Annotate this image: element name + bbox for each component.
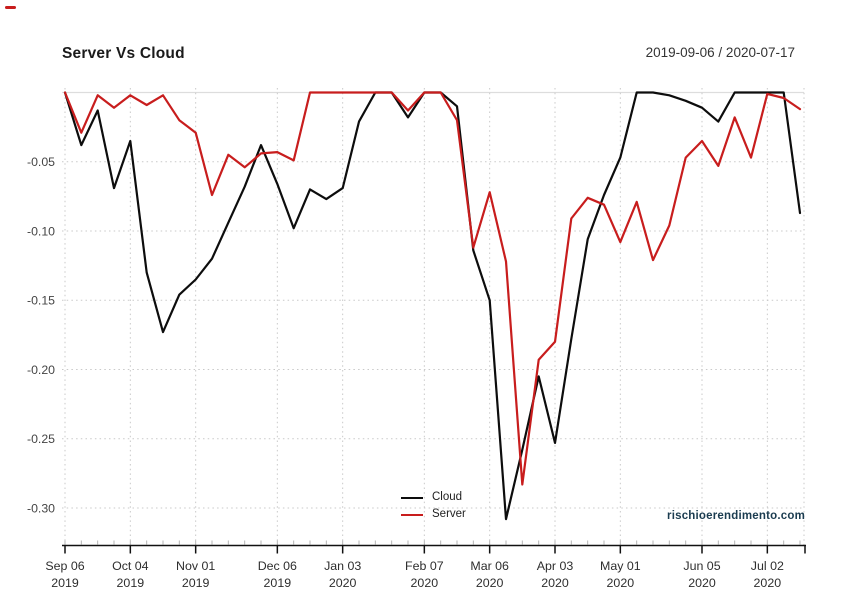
x-tick-year: 2020	[541, 576, 569, 590]
top-left-red-mark	[5, 6, 16, 9]
x-tick-month: Dec 06	[258, 559, 297, 573]
legend-label-cloud: Cloud	[432, 490, 463, 503]
y-axis-labels: -0.05 -0.10 -0.15 -0.20 -0.25 -0.30	[27, 155, 55, 515]
x-tick-month: Sep 06	[45, 559, 84, 573]
x-tick-year: 2019	[51, 576, 79, 590]
legend-item-cloud: Cloud	[401, 489, 466, 506]
x-tick-month: Feb 07	[405, 559, 444, 573]
y-tick-label: -0.30	[27, 501, 55, 515]
x-tick-year: 2020	[754, 576, 782, 590]
y-tick-label: -0.05	[27, 155, 55, 169]
x-axis	[62, 540, 806, 554]
x-tick-month: Jan 03	[324, 559, 361, 573]
date-range-label: 2019-09-06 / 2020-07-17	[645, 45, 795, 60]
x-tick-year: 2020	[476, 576, 504, 590]
server-line	[63, 91, 802, 486]
x-tick-year: 2020	[607, 576, 635, 590]
x-tick-month: Oct 04	[112, 559, 149, 573]
x-tick-year: 2019	[117, 576, 145, 590]
x-tick-year: 2019	[182, 576, 210, 590]
x-tick-month: May 01	[600, 559, 641, 573]
watermark: rischioerendimento.com	[667, 510, 805, 522]
x-tick-year: 2020	[688, 576, 716, 590]
legend-label-server: Server	[432, 507, 466, 520]
x-tick-year: 2019	[264, 576, 292, 590]
y-tick-label: -0.10	[27, 224, 55, 238]
server-line-swatch	[401, 513, 423, 516]
page-title: Server Vs Cloud	[62, 45, 185, 62]
gridlines	[62, 88, 805, 546]
cloud-line	[63, 91, 802, 521]
x-tick-month: Mar 06	[470, 559, 509, 573]
y-tick-label: -0.25	[27, 432, 55, 446]
legend-item-server: Server	[401, 506, 466, 523]
x-tick-year: 2020	[411, 576, 439, 590]
x-axis-labels: Sep 06 2019 Oct 04 2019 Nov 01 2019 Dec 06 2019…	[45, 559, 784, 590]
chart-legend: Cloud Server	[401, 489, 466, 523]
x-tick-month: Jul 02	[751, 559, 784, 573]
x-tick-year: 2020	[329, 576, 357, 590]
cloud-line-swatch	[401, 496, 423, 499]
x-tick-month: Jun 05	[683, 559, 720, 573]
x-tick-month: Apr 03	[537, 559, 574, 573]
y-tick-label: -0.20	[27, 363, 55, 377]
x-tick-month: Nov 01	[176, 559, 215, 573]
y-tick-label: -0.15	[27, 294, 55, 308]
